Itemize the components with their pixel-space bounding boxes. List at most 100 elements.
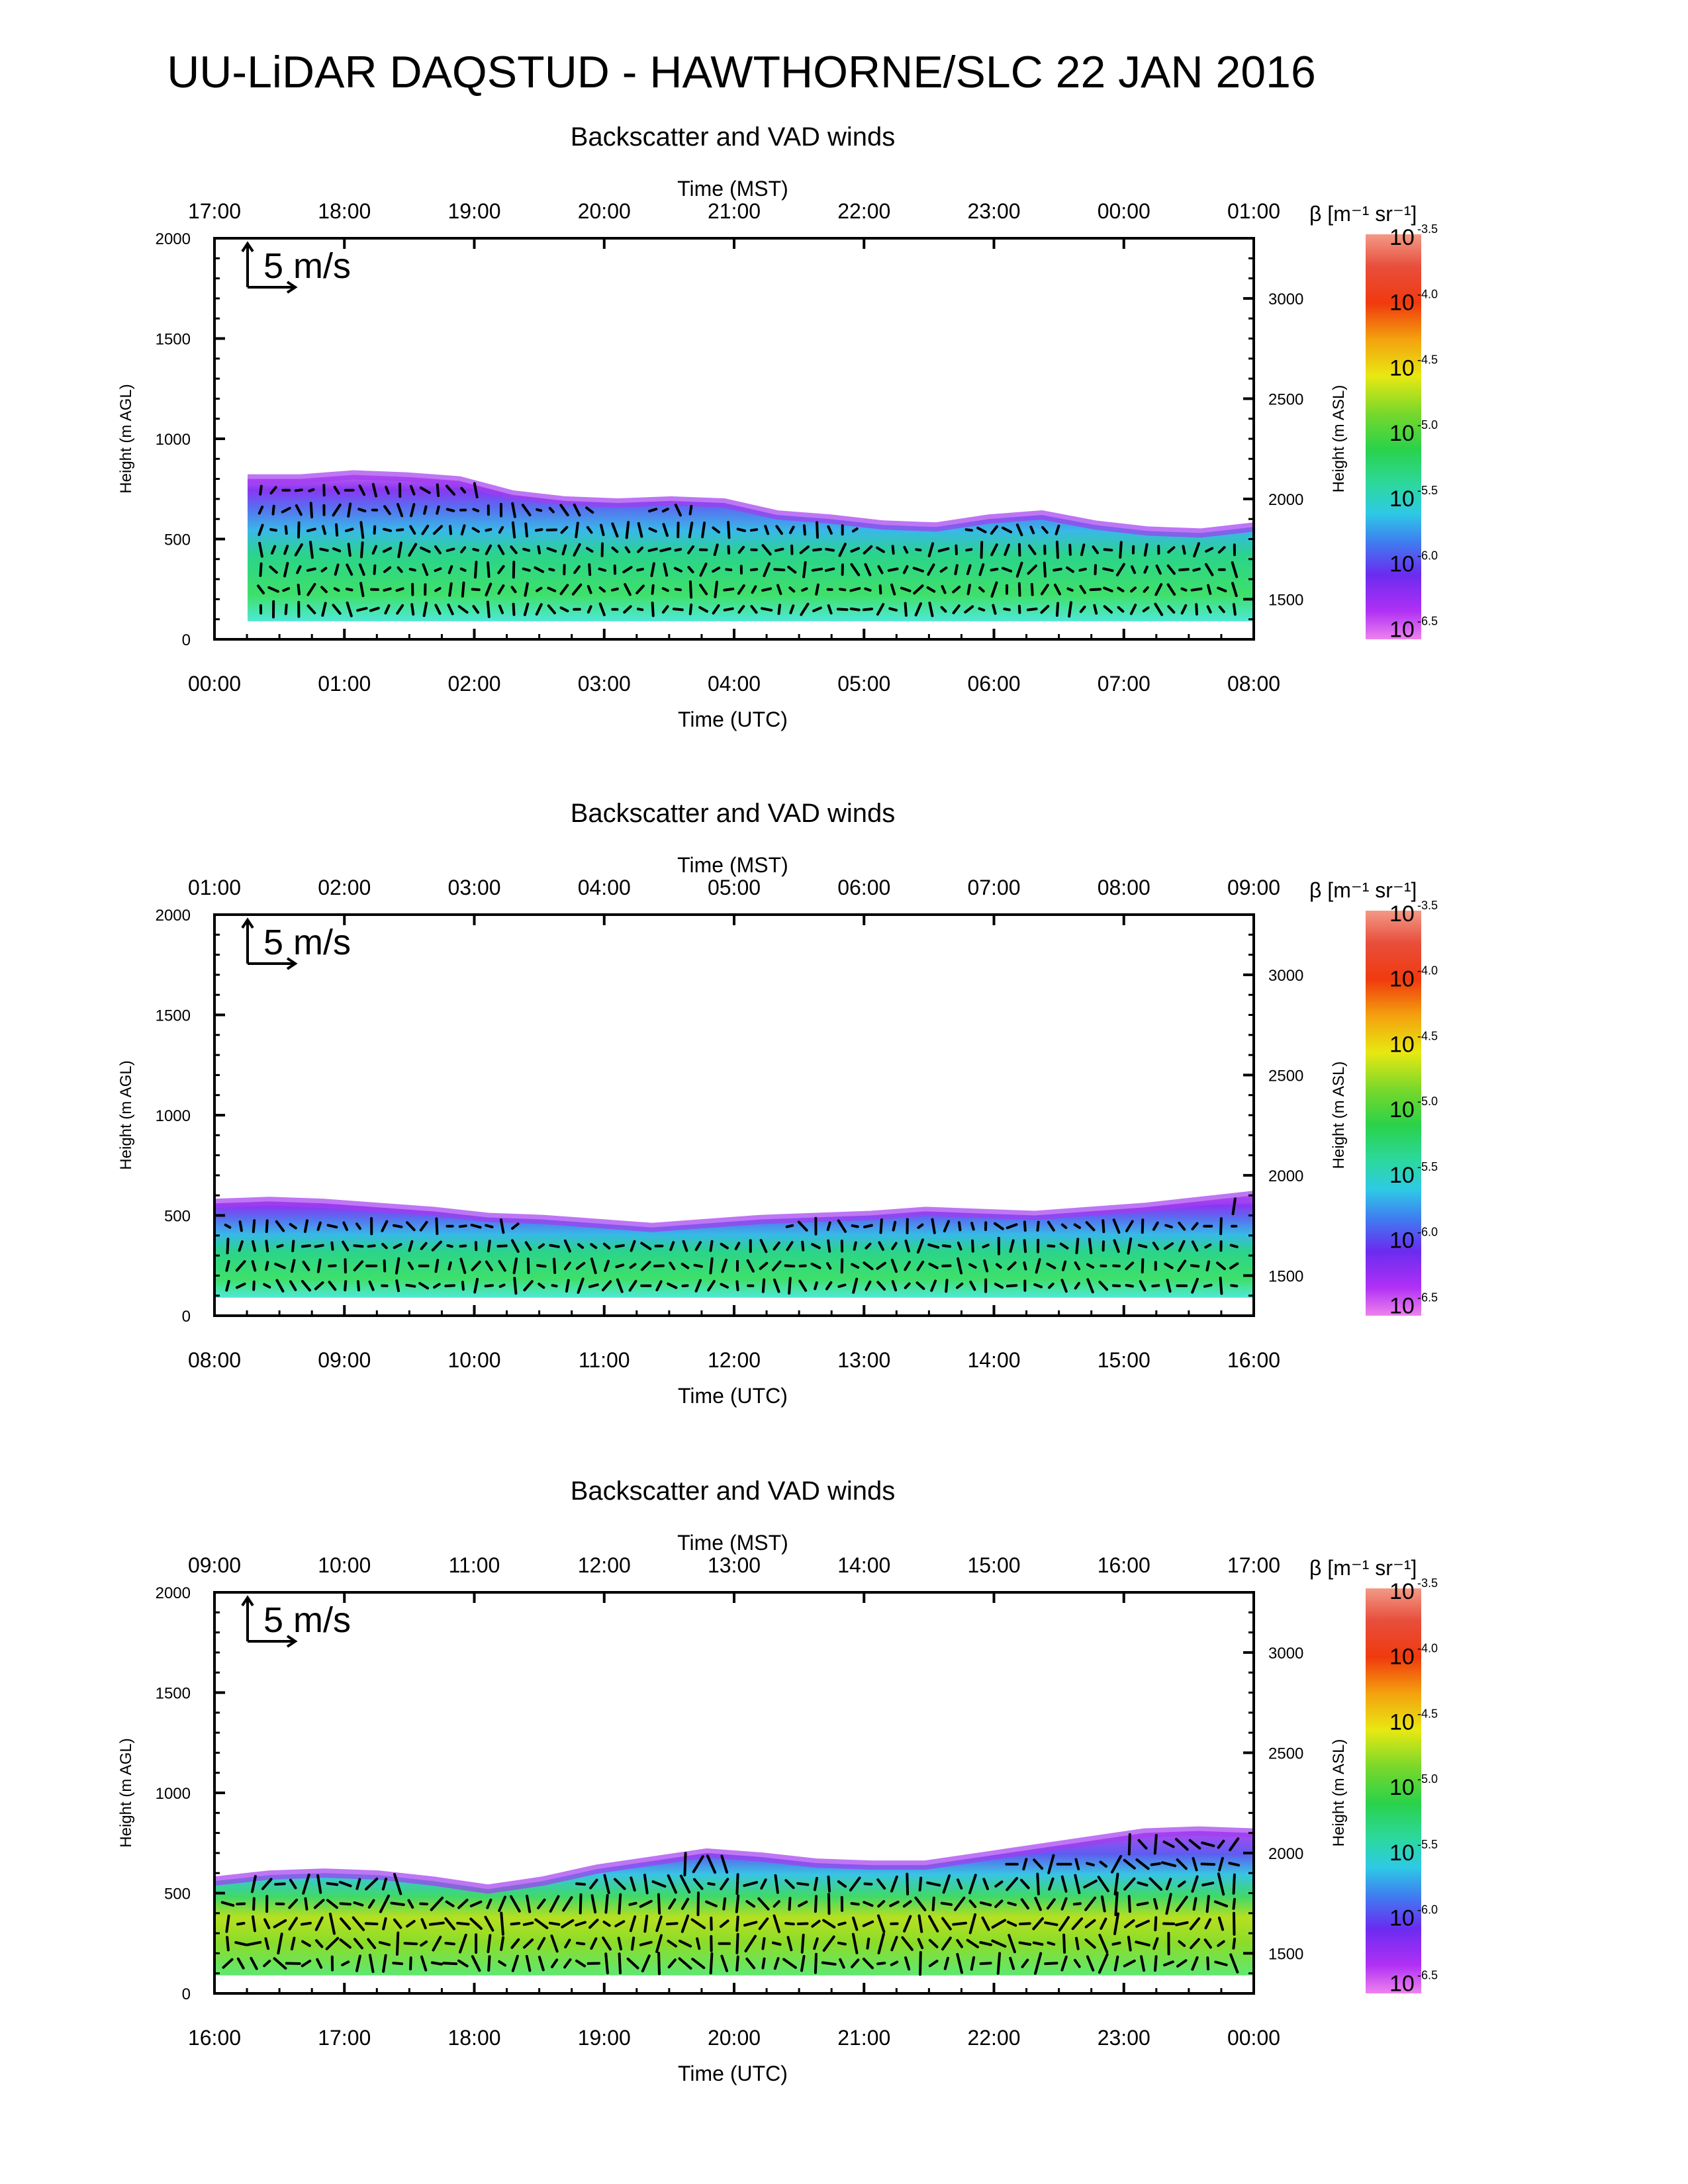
wind-arrow xyxy=(524,1241,532,1251)
wind-arrow xyxy=(1033,1858,1044,1870)
colorbar-tick-base: 10 xyxy=(1389,901,1415,927)
wind-arrow xyxy=(743,1921,758,1927)
wind-arrow xyxy=(265,1261,269,1271)
y-axis-label: Height (m AGL) xyxy=(117,1738,135,1847)
wind-arrow xyxy=(827,604,833,615)
x-tick-label: 09:00 xyxy=(318,1348,371,1372)
wind-arrow xyxy=(276,1244,284,1248)
wind-arrow xyxy=(637,546,644,553)
wind-arrow xyxy=(904,1282,911,1289)
panel-1: Backscatter and VAD winds Time (MST) Time … xyxy=(117,122,1438,731)
colorbar-tick-base: 10 xyxy=(1389,1841,1415,1866)
x-tick-label: 05:00 xyxy=(837,672,890,696)
wind-arrow xyxy=(548,1921,561,1926)
wind-arrow xyxy=(994,1899,1004,1909)
wind-arrow xyxy=(306,582,316,596)
x-tick-label-mst: 05:00 xyxy=(708,876,761,899)
wind-arrow xyxy=(560,525,569,534)
wind-arrow xyxy=(723,587,735,592)
wind-arrow xyxy=(798,1900,808,1907)
colorbar-label: β [m⁻¹ sr⁻¹] xyxy=(1309,1556,1417,1580)
wind-arrow xyxy=(457,605,469,614)
wind-arrow xyxy=(662,523,669,537)
x-tick-label-mst: 12:00 xyxy=(578,1553,631,1577)
wind-arrow xyxy=(1205,1260,1211,1272)
wind-arrow xyxy=(536,586,543,592)
wind-arrow xyxy=(904,1261,911,1271)
wind-arrow xyxy=(928,1938,939,1948)
wind-arrow xyxy=(1177,1259,1187,1272)
wind-arrow xyxy=(863,1901,874,1907)
wind-arrow xyxy=(457,1898,469,1909)
wind-arrow xyxy=(448,582,453,597)
x-tick-label: 12:00 xyxy=(708,1348,761,1372)
wind-arrow xyxy=(735,1894,740,1913)
wind-arrow xyxy=(1040,605,1050,614)
wind-arrow xyxy=(706,1854,717,1874)
wind-arrow xyxy=(378,1940,391,1946)
wind-arrow xyxy=(334,563,340,576)
wind-arrow xyxy=(782,1958,797,1969)
wind-arrow xyxy=(1040,584,1049,596)
y2-axis-label: Height (m ASL) xyxy=(1330,385,1348,493)
wind-arrow xyxy=(784,1264,796,1268)
wind-arrow xyxy=(420,1242,428,1250)
panel-title: Backscatter and VAD winds xyxy=(571,799,896,828)
backscatter-field xyxy=(214,1195,1254,1298)
colorbar-tick-base: 10 xyxy=(1389,486,1415,512)
wind-arrow xyxy=(976,526,987,533)
wind-arrow xyxy=(692,1855,704,1874)
wind-arrow xyxy=(630,1240,636,1252)
wind-arrow xyxy=(996,1263,1002,1269)
wind-arrow xyxy=(927,563,935,576)
wind-arrow xyxy=(641,1261,651,1271)
wind-arrow xyxy=(259,484,263,496)
wind-arrow xyxy=(1008,1934,1016,1954)
wind-arrow xyxy=(663,563,669,577)
wind-arrow xyxy=(1127,1237,1133,1255)
wind-arrow xyxy=(1071,1917,1084,1931)
x-axis-label: Time (UTC) xyxy=(678,707,788,731)
wind-arrow xyxy=(326,1882,339,1886)
colorbar-tick-base: 10 xyxy=(1389,1906,1415,1931)
x-tick-label: 13:00 xyxy=(837,1348,890,1372)
wind-arrow xyxy=(220,1901,235,1907)
wind-arrow xyxy=(551,1958,559,1968)
wind-arrow xyxy=(878,584,882,595)
wind-arrow xyxy=(811,1243,821,1250)
wind-arrow xyxy=(890,1875,898,1893)
wind-arrow xyxy=(301,1940,311,1947)
wind-arrow xyxy=(1062,1260,1067,1271)
wind-arrow xyxy=(341,1960,350,1966)
wind-arrow xyxy=(737,545,745,554)
y-tick-label: 2000 xyxy=(156,230,191,248)
wind-arrow xyxy=(712,604,720,615)
wind-arrow xyxy=(251,1240,257,1252)
wind-arrow xyxy=(1041,525,1049,534)
x-tick-label: 08:00 xyxy=(1227,672,1280,696)
wind-arrow xyxy=(687,566,694,574)
wind-arrow xyxy=(538,1283,545,1289)
wind-arrow xyxy=(1217,1872,1225,1896)
wind-arrow xyxy=(536,1264,547,1268)
panel-title: Backscatter and VAD winds xyxy=(571,122,896,152)
wind-arrow xyxy=(1100,1917,1107,1930)
wind-arrow xyxy=(522,1921,534,1927)
wind-arrow xyxy=(1103,605,1113,614)
wind-arrow xyxy=(431,1240,442,1251)
wind-arrow xyxy=(968,1874,977,1895)
wind-arrow xyxy=(636,608,644,612)
wind-arrow xyxy=(1123,1858,1136,1870)
wind-arrow xyxy=(629,1263,637,1269)
echo-top-fringe xyxy=(214,1191,1254,1232)
wind-arrow xyxy=(1117,606,1125,613)
wind-arrow xyxy=(760,1878,767,1890)
x-tick-label: 00:00 xyxy=(188,672,241,696)
wind-arrow xyxy=(865,1280,872,1291)
wind-arrow xyxy=(691,1958,706,1970)
wind-arrow xyxy=(966,564,972,575)
colorbar-tick-exp: -4.5 xyxy=(1417,353,1438,366)
wind-arrow xyxy=(1229,1837,1240,1852)
wind-arrow xyxy=(1192,1897,1197,1911)
wind-arrow xyxy=(510,1895,521,1913)
